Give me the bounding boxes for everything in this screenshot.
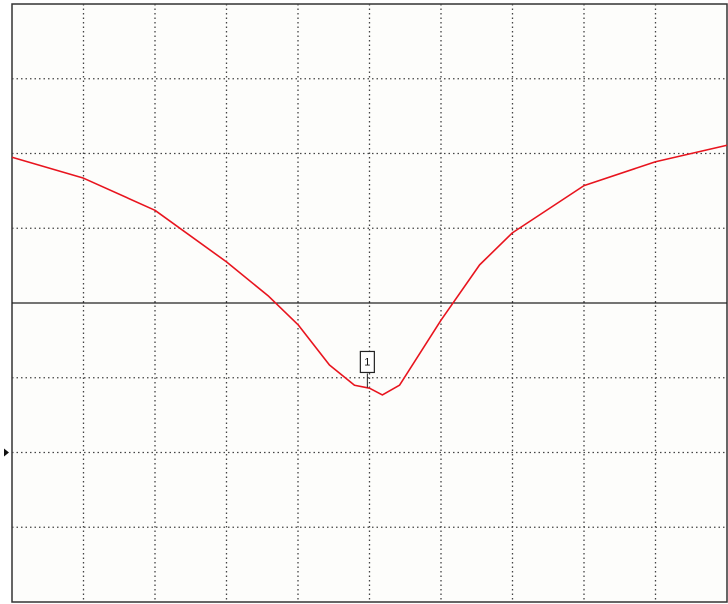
trace [11,144,728,396]
marker-box [359,350,375,374]
marker-label: 1 [364,356,370,368]
reference-pointer [4,448,9,457]
